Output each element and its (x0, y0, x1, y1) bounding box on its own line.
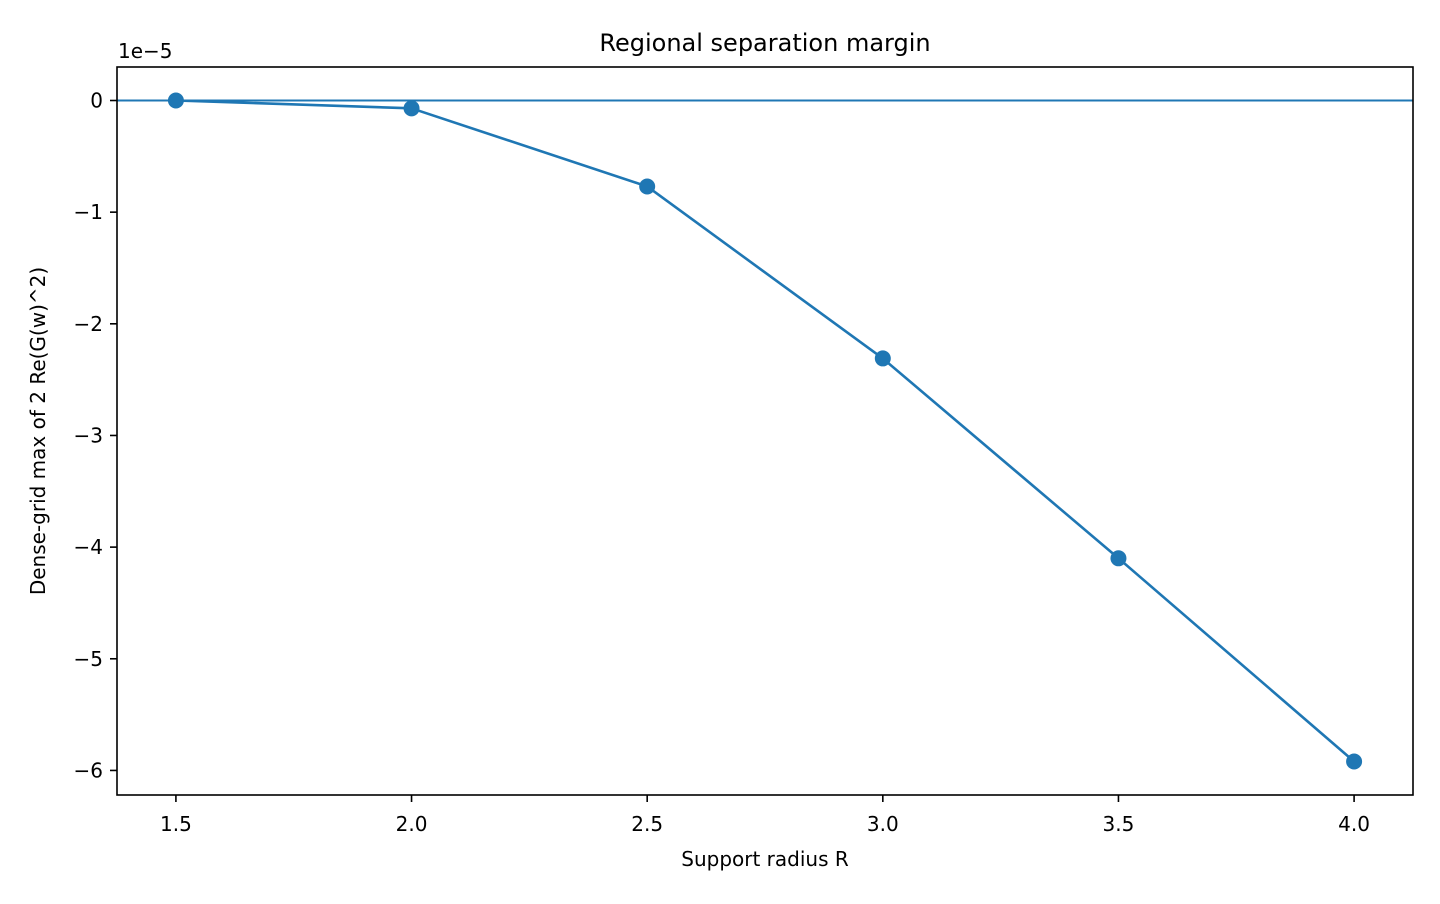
x-tick-label-3: 3.0 (867, 812, 899, 836)
y-axis-label: Dense-grid max of 2 Re(G(w)^2) (26, 267, 50, 595)
y-tick-label-3: −3 (74, 423, 103, 447)
data-point-0-0 (167, 92, 184, 109)
chart-title: Regional separation margin (599, 29, 930, 57)
y-tick-label-0: 0 (90, 88, 103, 112)
x-tick-label-2: 2.5 (631, 812, 663, 836)
data-point-0-5 (1346, 753, 1363, 770)
y-tick-label-2: −2 (74, 312, 103, 336)
y-offset-label: 1e−5 (118, 39, 173, 63)
data-point-0-4 (1110, 550, 1127, 567)
x-tick-label-5: 4.0 (1338, 812, 1370, 836)
plot-area: 1.5 2.0 2.5 3.0 3.5 4.0 0 −1 −2 −3 −4 −5 −6 (74, 66, 1414, 836)
data-point-0-2 (639, 178, 656, 195)
axes-frame (116, 66, 1414, 796)
data-point-0-3 (874, 350, 891, 367)
y-tick-label-6: −6 (74, 758, 103, 782)
x-tick-label-0: 1.5 (160, 812, 192, 836)
y-tick-label-5: −5 (74, 647, 103, 671)
y-tick-label-4: −4 (74, 535, 103, 559)
series-line-0 (175, 99, 1355, 763)
x-tick-label-4: 3.5 (1103, 812, 1135, 836)
x-axis-label: Support radius R (681, 847, 849, 871)
data-point-0-1 (403, 100, 420, 117)
y-tick-label-1: −1 (74, 200, 103, 224)
x-tick-label-1: 2.0 (396, 812, 428, 836)
